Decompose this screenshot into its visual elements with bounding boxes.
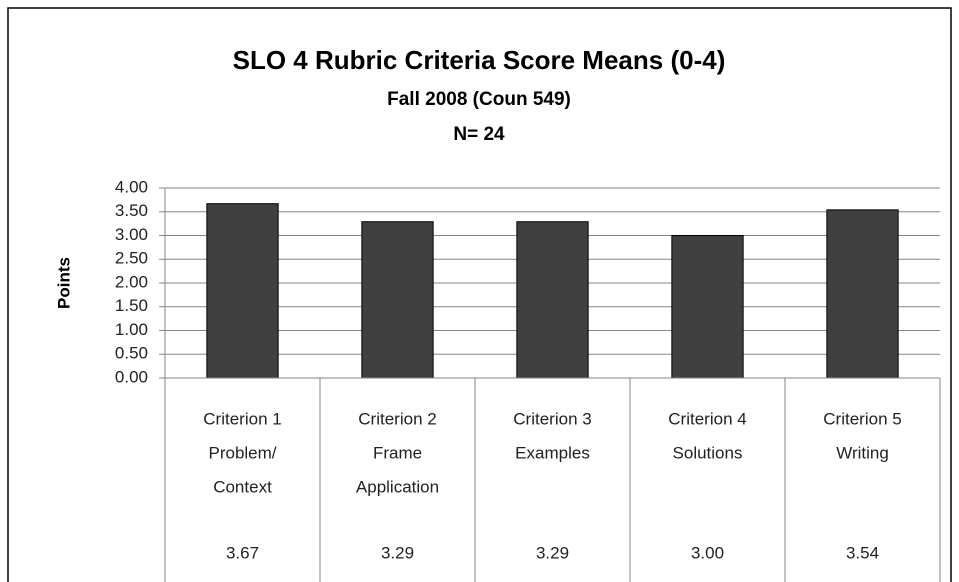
- x-tick-label: Application: [356, 477, 439, 496]
- x-tick-label: Solutions: [673, 443, 743, 462]
- y-tick-label: 4.00: [115, 177, 148, 196]
- chart-subtitle: Fall 2008 (Coun 549): [387, 89, 571, 110]
- data-table-value: 3.29: [381, 543, 414, 562]
- data-table-value: 3.00: [691, 543, 724, 562]
- x-tick-label: Problem/: [208, 443, 276, 462]
- x-tick-label: Frame: [373, 443, 422, 462]
- y-tick-label: 1.50: [115, 296, 148, 315]
- bar: [361, 221, 434, 379]
- data-table-value: 3.67: [226, 543, 259, 562]
- y-tick-label: 3.50: [115, 201, 148, 220]
- x-tick-label: Criterion 3: [513, 409, 591, 428]
- x-tick-label: Context: [213, 477, 272, 496]
- chart-note: N= 24: [453, 124, 505, 145]
- y-axis-label: Points: [54, 257, 73, 309]
- chart-title: SLO 4 Rubric Criteria Score Means (0-4): [233, 45, 726, 75]
- data-table-value: 3.54: [846, 543, 879, 562]
- x-tick-label: Criterion 1: [203, 409, 281, 428]
- x-tick-label: Criterion 2: [358, 409, 436, 428]
- x-tick-label: Examples: [515, 443, 590, 462]
- y-tick-label: 2.50: [115, 249, 148, 268]
- y-tick-label: 0.50: [115, 344, 148, 363]
- bar: [671, 235, 744, 379]
- bar: [516, 221, 589, 379]
- bar: [826, 209, 899, 379]
- y-tick-label: 0.00: [115, 367, 148, 386]
- data-table-value: 3.29: [536, 543, 569, 562]
- y-tick-label: 3.00: [115, 225, 148, 244]
- y-tick-label: 2.00: [115, 272, 148, 291]
- x-tick-label: Criterion 5: [823, 409, 901, 428]
- x-tick-label: Writing: [836, 443, 889, 462]
- y-tick-label: 1.00: [115, 320, 148, 339]
- x-tick-label: Criterion 4: [668, 409, 746, 428]
- bar: [206, 203, 279, 379]
